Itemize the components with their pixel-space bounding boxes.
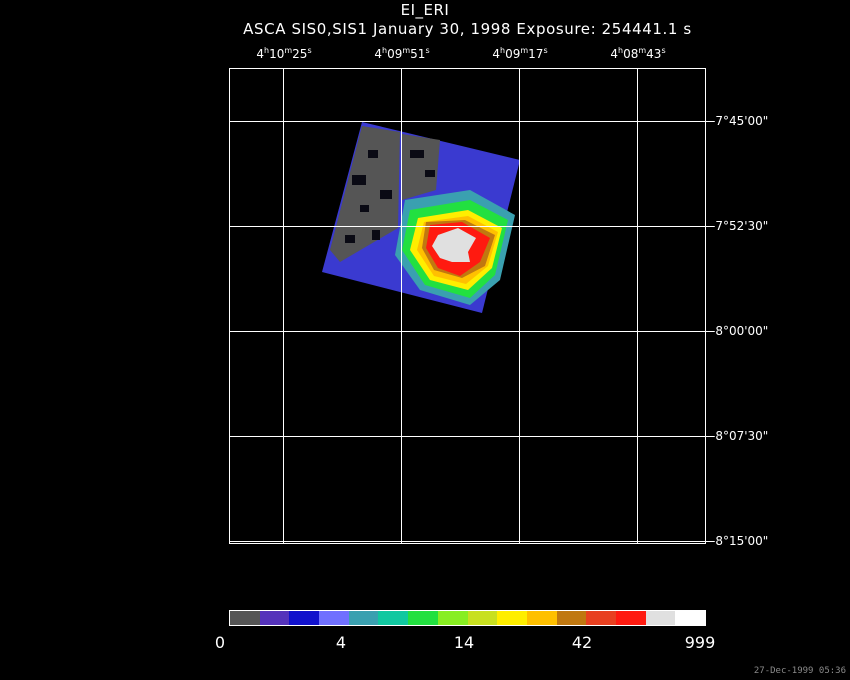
colorbar-label: 14 xyxy=(453,633,475,652)
colorbar-label: 999 xyxy=(684,633,716,652)
colorbar-swatch xyxy=(586,611,616,625)
colorbar-swatch xyxy=(556,611,587,625)
dec-tick-marks xyxy=(706,121,712,542)
dec-tick-label: -8°15'00" xyxy=(711,534,769,548)
colorbar-swatch xyxy=(289,611,320,625)
colorbar-label: 0 xyxy=(214,633,226,652)
plot-title: EI_ERI xyxy=(400,1,450,19)
ra-tick-label: 4h09m17s xyxy=(492,46,548,61)
color-scale-bar xyxy=(229,610,706,626)
colorbar-swatch xyxy=(408,611,438,625)
xray-image xyxy=(322,122,520,313)
colorbar-label: 42 xyxy=(571,633,593,652)
colorbar-swatch xyxy=(497,611,527,625)
coordinate-grid xyxy=(229,68,706,543)
colorbar-swatch xyxy=(645,611,676,625)
ra-tick-label: 4h08m43s xyxy=(610,46,666,61)
colorbar-swatch xyxy=(467,611,498,625)
contour-core xyxy=(432,228,476,262)
dec-tick-label: -7°45'00" xyxy=(711,114,769,128)
colorbar-swatch xyxy=(259,611,290,625)
dec-tick-label: -8°00'00" xyxy=(711,324,769,338)
plot-subtitle: ASCA SIS0,SIS1 January 30, 1998 Exposure… xyxy=(243,20,692,38)
dec-tick-label: -8°07'30" xyxy=(711,429,769,443)
plot-frame xyxy=(229,68,706,544)
dec-tick-label: -7°52'30" xyxy=(711,219,769,233)
colorbar-swatch xyxy=(526,611,557,625)
colorbar-swatch xyxy=(378,611,409,625)
background-gaps xyxy=(345,150,435,243)
ra-tick-label: 4h10m25s xyxy=(256,46,312,61)
colorbar-swatch xyxy=(437,611,468,625)
colorbar-swatch xyxy=(675,611,705,625)
colorbar-swatch xyxy=(615,611,646,625)
ra-tick-label: 4h09m51s xyxy=(374,46,430,61)
timestamp: 27-Dec-1999 05:36 xyxy=(753,666,846,676)
colorbar-swatch xyxy=(319,611,349,625)
colorbar-label: 4 xyxy=(335,633,347,652)
colorbar-swatch xyxy=(348,611,379,625)
colorbar-swatch xyxy=(230,611,260,625)
